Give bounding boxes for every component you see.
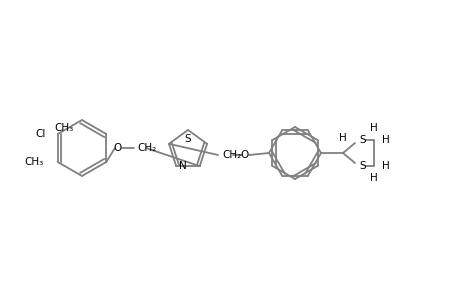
Text: O: O [114,143,122,153]
Text: S: S [358,135,365,145]
Text: O: O [241,150,249,160]
Text: S: S [358,161,365,171]
Text: CH₃: CH₃ [24,157,44,167]
Text: S: S [184,134,191,144]
Text: H: H [338,133,346,143]
Text: CH₃: CH₃ [55,123,74,133]
Text: H: H [381,161,389,171]
Text: N: N [179,161,187,171]
Text: H: H [381,135,389,145]
Text: H: H [369,123,377,133]
Text: CH₂: CH₂ [137,143,156,153]
Text: Cl: Cl [35,129,45,139]
Text: H: H [369,173,377,183]
Text: CH₂: CH₂ [222,150,241,160]
